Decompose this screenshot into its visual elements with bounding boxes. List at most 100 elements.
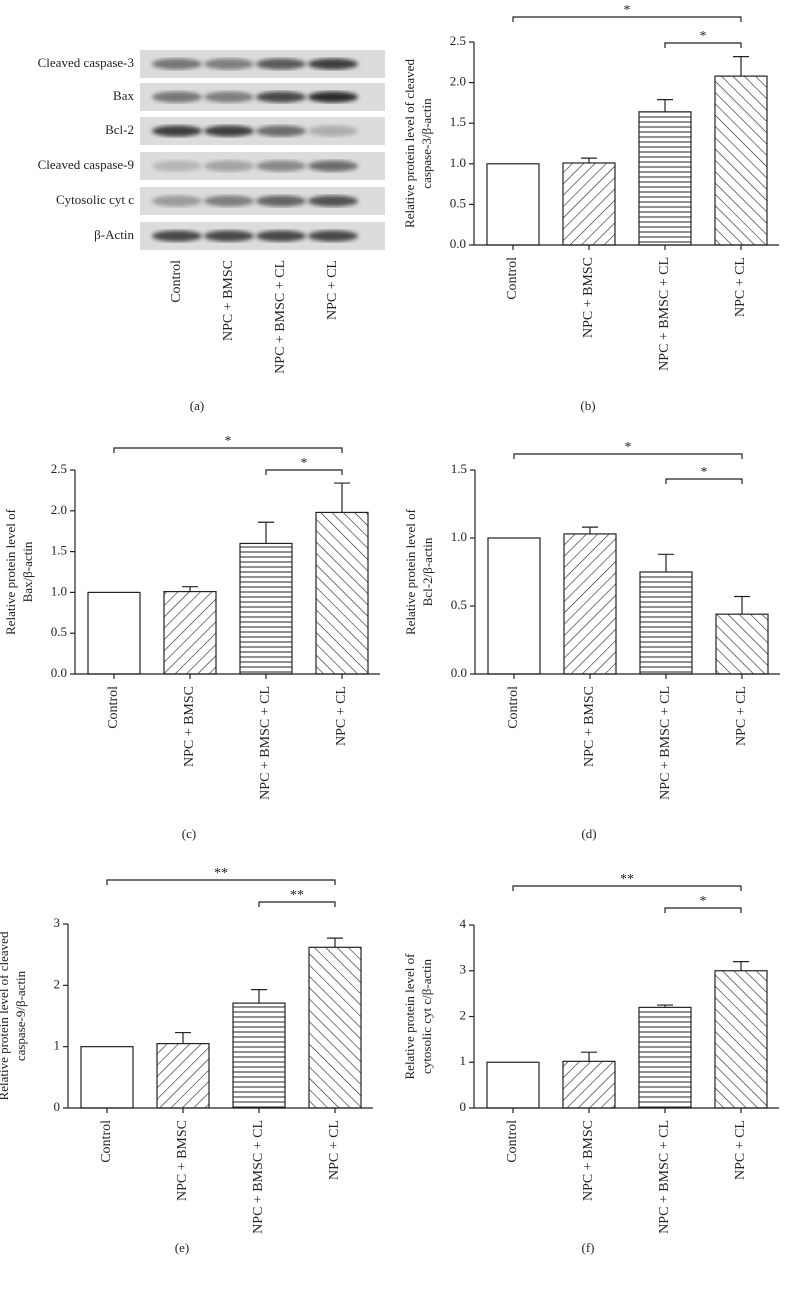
x-tick-label: NPC + BMSC <box>581 257 596 338</box>
significance-label: * <box>624 3 631 18</box>
bar <box>80 1046 134 1109</box>
bar <box>156 1042 210 1109</box>
blot-band <box>152 91 202 103</box>
significance-bracket <box>513 453 743 459</box>
error-bar <box>175 1031 191 1044</box>
axes <box>74 470 380 675</box>
significance-bracket <box>106 879 336 885</box>
blot-band <box>152 160 202 172</box>
x-tick-label: NPC + CL <box>734 686 749 746</box>
blot-band <box>204 125 254 137</box>
significance-bracket <box>665 478 743 484</box>
blot-row-label: Cleaved caspase-3 <box>38 55 134 70</box>
significance-bracket <box>512 885 742 891</box>
y-tick-label: 0.0 <box>451 665 467 680</box>
blot-row-label: β-Actin <box>94 227 134 242</box>
y-tick-label: 2.0 <box>51 502 67 517</box>
significance-label: * <box>301 456 308 471</box>
significance-bracket <box>265 469 343 475</box>
y-axis-label: Relative protein level of <box>403 508 418 635</box>
significance-label: ** <box>620 872 634 887</box>
bar <box>487 537 541 675</box>
significance-label: * <box>700 894 707 909</box>
y-tick-label: 1.0 <box>450 155 466 170</box>
y-axis-label: Relative protein level of <box>3 508 18 635</box>
y-tick-label: 0.5 <box>51 624 67 639</box>
y-tick-label: 0.0 <box>450 236 466 251</box>
y-tick-label: 2 <box>54 976 61 991</box>
bar <box>486 1061 540 1109</box>
significance-label: ** <box>214 866 228 881</box>
x-tick-label: NPC + BMSC + CL <box>658 686 673 800</box>
blot-band <box>204 91 254 103</box>
bar <box>638 111 692 246</box>
x-tick-label: NPC + BMSC <box>175 1120 190 1201</box>
blot-band <box>256 125 306 137</box>
bar <box>638 1006 692 1109</box>
x-tick-label: Control <box>99 1120 114 1163</box>
y-tick-label: 3 <box>54 915 61 930</box>
x-tick-label: NPC + BMSC <box>581 1120 596 1201</box>
significance-label: * <box>701 465 708 480</box>
x-tick-label: Control <box>106 686 121 729</box>
error-bar <box>657 1004 673 1008</box>
panel-label: (d) <box>581 826 596 841</box>
axes <box>474 470 780 675</box>
y-tick-label: 1 <box>460 1053 467 1068</box>
y-tick-label: 1 <box>54 1038 61 1053</box>
significance-bracket <box>664 907 742 913</box>
y-axis-label: Bax/β-actin <box>20 541 35 602</box>
x-tick-label: NPC + BMSC <box>582 686 597 767</box>
x-tick-label: NPC + BMSC + CL <box>657 1120 672 1234</box>
panel-label: (e) <box>175 1240 189 1255</box>
bar <box>315 511 369 675</box>
blot-row-label: Cytosolic cyt c <box>56 192 134 207</box>
bar <box>87 591 141 675</box>
significance-label: * <box>625 440 632 455</box>
error-bar <box>658 553 674 572</box>
y-tick-label: 1.0 <box>451 529 467 544</box>
bar <box>232 1002 286 1109</box>
y-tick-label: 1.5 <box>51 543 67 558</box>
y-tick-label: 2.5 <box>450 33 466 48</box>
bar <box>562 1060 616 1109</box>
error-bar <box>582 526 598 534</box>
blot-band <box>308 125 358 137</box>
y-tick-label: 0.0 <box>51 665 67 680</box>
y-tick-label: 2.5 <box>51 461 67 476</box>
significance-label: * <box>700 29 707 44</box>
x-tick-label: Control <box>505 257 520 300</box>
lane-label: Control <box>169 260 184 303</box>
lane-label: NPC + CL <box>325 260 340 320</box>
blot-band <box>204 195 254 207</box>
y-axis-label: caspase-3/β-actin <box>419 98 434 189</box>
bar <box>486 163 540 246</box>
x-tick-label: Control <box>506 686 521 729</box>
bar <box>239 542 293 675</box>
y-axis-label: Bcl-2/β-actin <box>420 537 435 606</box>
blot-band <box>152 58 202 70</box>
x-tick-label: NPC + BMSC + CL <box>251 1120 266 1234</box>
significance-label: * <box>225 434 232 449</box>
bar <box>563 533 617 675</box>
y-axis-label: cytosolic cyt c/β-actin <box>419 959 434 1074</box>
error-bar <box>733 56 749 77</box>
y-tick-label: 0 <box>54 1099 61 1114</box>
error-bar <box>327 937 343 948</box>
blot-band <box>204 160 254 172</box>
blot-band <box>256 230 306 242</box>
blot-band <box>308 230 358 242</box>
error-bar <box>733 961 749 971</box>
axes <box>473 925 779 1109</box>
bar <box>639 571 693 675</box>
y-tick-label: 1.0 <box>51 583 67 598</box>
y-axis-label: Relative protein level of <box>402 953 417 1080</box>
x-tick-label: Control <box>505 1120 520 1163</box>
blot-band <box>204 58 254 70</box>
axes <box>473 42 779 246</box>
significance-bracket <box>258 901 336 907</box>
y-tick-label: 1.5 <box>451 461 467 476</box>
bar <box>308 946 362 1109</box>
panel-label: (c) <box>182 826 196 841</box>
blot-band <box>256 195 306 207</box>
